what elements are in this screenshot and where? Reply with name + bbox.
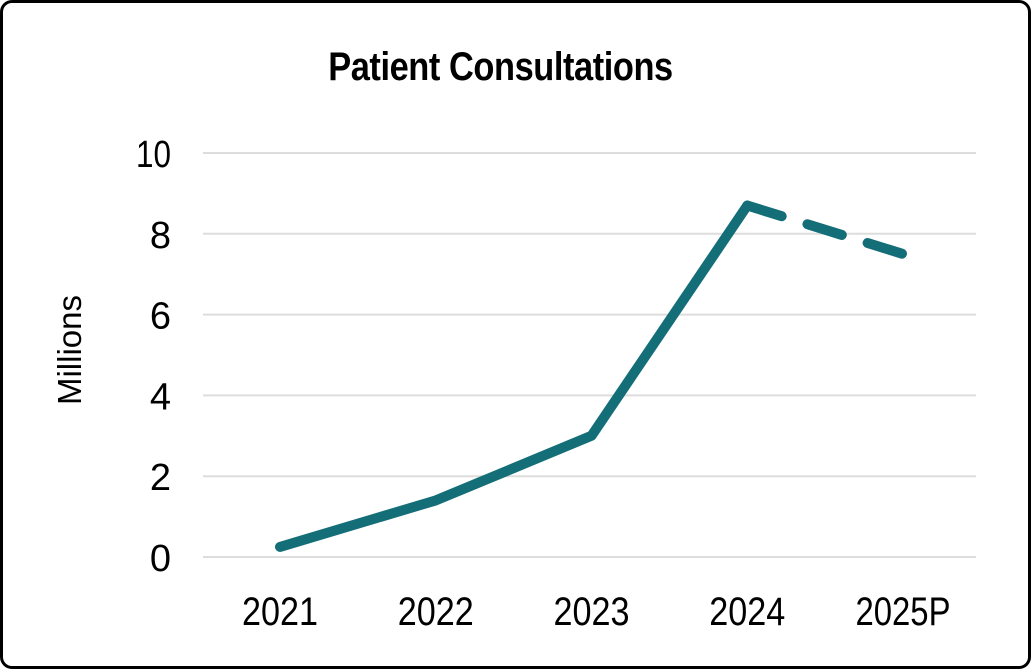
- x-axis-label: 2025P: [856, 590, 951, 634]
- y-tick-label: 8: [150, 215, 171, 257]
- y-tick-label: 0: [150, 538, 171, 580]
- patient-consultations-line-chart: 0 2 4 6 8 10 2021 2022 2023 2024 2025P Millions: [3, 3, 1031, 672]
- y-axis-title: Millions: [51, 295, 88, 405]
- x-axis-label: 2023: [554, 590, 630, 634]
- series-consultations-actual: [280, 206, 747, 547]
- x-axis-label: 2024: [709, 590, 785, 634]
- y-tick-label: 10: [136, 134, 171, 176]
- y-tick-label: 6: [150, 296, 171, 338]
- x-axis-label: 2021: [242, 590, 318, 634]
- y-tick-label: 2: [150, 457, 171, 499]
- y-tick-label: 4: [150, 376, 171, 418]
- series-consultations-projected: [747, 206, 903, 255]
- x-axis-label: 2022: [398, 590, 474, 634]
